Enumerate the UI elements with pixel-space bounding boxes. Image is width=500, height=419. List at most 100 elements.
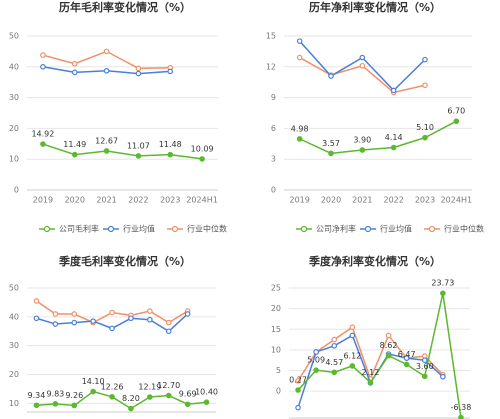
data-point	[40, 64, 46, 70]
data-label: 9.26	[65, 391, 83, 400]
data-point	[184, 401, 191, 408]
data-point	[422, 82, 428, 89]
data-label: 6.12	[343, 351, 361, 360]
data-point	[296, 38, 303, 44]
data-point	[71, 402, 78, 409]
legend-label: 行业均值	[123, 224, 155, 234]
data-point	[147, 308, 153, 314]
chart-title: 历年毛利率变化情况（%）	[59, 0, 191, 14]
data-label: 14.92	[31, 130, 54, 139]
legend-label: 公司毛利率	[59, 224, 99, 234]
data-point	[52, 311, 59, 317]
data-label: 8.20	[122, 394, 140, 403]
data-label: 3.60	[416, 362, 434, 371]
data-point	[135, 65, 142, 72]
data-label: 4.14	[385, 133, 403, 142]
data-point	[199, 156, 205, 162]
data-point	[349, 363, 356, 369]
y-tick-label: 30	[9, 93, 19, 102]
data-point	[349, 332, 356, 339]
data-label: -6.38	[451, 403, 472, 412]
y-tick-label: 15	[271, 325, 281, 334]
data-point	[422, 56, 428, 63]
data-point	[128, 405, 134, 412]
data-point	[203, 399, 210, 405]
x-tick-label: 2021	[96, 196, 116, 205]
data-label: 3.90	[353, 135, 371, 144]
data-point	[184, 311, 191, 317]
x-tick-label: 2019	[33, 196, 53, 205]
data-point	[109, 309, 115, 316]
data-point	[367, 379, 374, 386]
data-point	[165, 392, 172, 399]
x-tick-label: 2021	[352, 196, 372, 205]
legend-marker	[364, 225, 372, 233]
data-point	[313, 349, 319, 355]
data-point	[90, 388, 96, 395]
x-tick-label: 2020	[321, 196, 341, 205]
y-tick-label: 40	[9, 312, 19, 321]
legend-marker	[107, 225, 115, 233]
y-tick-label: 0	[276, 387, 281, 396]
chart-title: 历年净利率变化情况（%）	[309, 0, 441, 14]
data-point	[331, 342, 338, 349]
x-tick-label: 2023	[415, 196, 435, 205]
data-point	[103, 48, 110, 55]
series-line	[42, 143, 203, 160]
data-point	[359, 54, 366, 61]
data-label: 9.83	[46, 389, 64, 398]
legend-marker	[428, 225, 436, 233]
y-tick-label: 50	[9, 284, 19, 293]
y-tick-label: 3	[271, 155, 276, 164]
data-label: 11.49	[63, 140, 86, 149]
data-point	[109, 394, 115, 400]
data-point	[165, 319, 172, 326]
y-tick-label: 20	[271, 304, 281, 313]
data-point	[331, 369, 338, 376]
data-point	[90, 318, 96, 324]
data-label: 6.47	[398, 350, 416, 359]
data-point	[71, 60, 78, 67]
data-label: 14.10	[82, 377, 105, 386]
x-tick-label: 2022	[383, 196, 403, 205]
data-label: 5.10	[416, 123, 434, 132]
x-tick-label: 2024H1	[441, 196, 472, 205]
data-point	[295, 378, 301, 384]
y-tick-label: 0	[271, 186, 276, 195]
legend-label: 公司净利率	[316, 224, 356, 234]
data-point	[40, 52, 46, 58]
x-tick-label: 2023	[160, 196, 180, 205]
data-point	[33, 298, 40, 304]
chart-title: 季度净利率变化情况（%）	[308, 254, 441, 268]
data-point	[440, 290, 446, 297]
data-point	[421, 373, 428, 380]
y-tick-label: 12	[266, 62, 276, 71]
data-point	[147, 316, 153, 323]
x-tick-label: 2019	[289, 196, 309, 205]
data-point	[296, 136, 303, 142]
y-tick-label: 50	[9, 32, 19, 41]
x-tick-label: 2024H1	[186, 196, 217, 205]
legend-label: 行业中位数	[187, 224, 227, 234]
data-point	[403, 361, 410, 368]
data-label: 4.57	[325, 358, 343, 367]
data-label: 11.48	[159, 140, 182, 149]
data-label: 12.19	[138, 383, 161, 392]
data-label: 4.98	[291, 124, 309, 133]
legend-marker	[300, 225, 308, 233]
y-tick-label: 9	[271, 93, 276, 102]
y-tick-label: 15	[266, 32, 276, 41]
data-point	[40, 141, 46, 147]
data-point	[147, 394, 153, 400]
y-tick-label: 20	[9, 124, 19, 133]
data-point	[128, 315, 134, 322]
data-point	[103, 68, 110, 74]
data-point	[33, 315, 40, 322]
data-label: 12.67	[95, 136, 118, 145]
data-point	[440, 373, 446, 380]
y-tick-label: 30	[9, 341, 19, 350]
data-label: 3.57	[322, 139, 340, 148]
legend-label: 行业中位数	[444, 224, 484, 234]
data-point	[71, 151, 78, 158]
data-point	[71, 319, 78, 326]
